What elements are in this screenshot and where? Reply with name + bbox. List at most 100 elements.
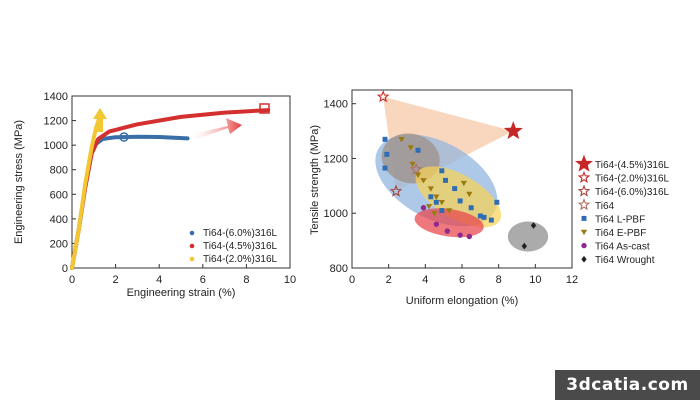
star-marker (577, 184, 591, 197)
triangle-marker (460, 180, 467, 187)
diamond-marker (521, 242, 528, 250)
y-tick-label: 800 (330, 263, 348, 275)
square-marker (477, 213, 483, 219)
square-marker (382, 136, 388, 142)
x-tick-label: 10 (284, 274, 296, 286)
x-tick-label: 2 (113, 274, 119, 286)
region-shape (507, 221, 549, 252)
triangle-marker (414, 172, 422, 179)
legend-label: Ti64-(2.0%)316L (595, 174, 670, 185)
legend-marker (189, 243, 195, 249)
square-marker (488, 217, 494, 223)
watermark-logo: 3dcatia.com (555, 370, 700, 400)
red-arrow-icon (192, 118, 242, 140)
legend-label: Ti64-(4.5%)316L (595, 160, 670, 171)
y-tick-label: 200 (50, 238, 68, 250)
square-marker (452, 186, 458, 192)
legend-label: Ti64 L-PBF (595, 214, 645, 225)
left-y-axis-label: Engineering stress (MPa) (13, 120, 25, 244)
series-lines (70, 108, 271, 270)
triangle-marker (398, 137, 405, 143)
triangle-marker (431, 210, 438, 217)
x-tick-label: 6 (200, 274, 206, 286)
y-tick-label: 1200 (44, 116, 68, 128)
circle-marker (420, 205, 427, 211)
triangle-marker (466, 191, 473, 198)
star-marker (577, 198, 591, 211)
region-shape (414, 208, 484, 238)
decorative-arrows (93, 103, 270, 142)
square-marker (468, 205, 474, 211)
x-tick-label: 4 (422, 274, 428, 286)
triangle-marker (409, 161, 416, 168)
legend-label: Ti64-(2.0%)316L (203, 254, 278, 265)
star-marker (409, 162, 423, 175)
triangle-marker (433, 194, 440, 200)
square-marker (481, 214, 487, 220)
x-axis-ticks: 0 2 4 6 8 10 (69, 264, 296, 286)
circle-marker (433, 221, 440, 227)
circle-marker (466, 233, 473, 240)
x-tick-label: 6 (459, 274, 465, 286)
triangle-marker (425, 204, 433, 210)
square-marker (439, 168, 445, 174)
square-marker (457, 198, 463, 204)
y-tick-label: 400 (50, 214, 68, 226)
square-marker (443, 177, 448, 183)
triangle-marker (580, 229, 588, 236)
x-tick-label: 10 (529, 274, 541, 286)
triangle-marker (446, 208, 453, 214)
legend-label: Ti64-(6.0%)316L (595, 187, 670, 198)
x-axis-ticks: 0 2 4 6 8 10 12 (349, 264, 578, 286)
shaded-regions (375, 96, 549, 252)
square-marker-icon (259, 103, 270, 114)
y-tick-label: 600 (50, 189, 68, 201)
x-tick-label: 4 (156, 274, 162, 286)
legend-label: Ti64 Wrought (595, 255, 655, 266)
x-tick-label: 0 (349, 274, 355, 286)
triangle-marker (427, 186, 434, 192)
star-marker (376, 90, 390, 103)
legend-label: Ti64-(6.0%)316L (203, 228, 278, 239)
square-marker (384, 151, 390, 157)
star-marker (577, 170, 591, 184)
square-marker (439, 208, 445, 213)
right-y-axis-label: Tensile strength (MPa) (309, 125, 321, 235)
legend-label: Ti64 As-cast (595, 242, 650, 253)
strength-elongation-chart: 800 1000 1200 1400 0 2 4 6 8 10 12 Uniform elonga… (309, 89, 670, 307)
circle-marker (581, 242, 587, 249)
circle-marker (444, 228, 451, 234)
square-marker (494, 199, 500, 205)
x-tick-label: 12 (566, 274, 578, 286)
star-marker (503, 121, 523, 140)
triangle-marker (407, 145, 414, 151)
stress-strain-chart: 0 200 400 600 800 1000 1200 1400 0 2 4 6 8 10 Engine… (13, 91, 296, 299)
square-marker (428, 194, 434, 200)
x-tick-label: 2 (386, 274, 392, 286)
circle-marker-icon (119, 132, 129, 142)
plot-frame (71, 95, 291, 269)
y-tick-label: 1400 (324, 99, 348, 111)
y-tick-label: 1400 (44, 91, 68, 103)
y-axis-ticks: 0 200 400 600 800 1000 1200 1400 (44, 91, 76, 275)
x-tick-label: 8 (243, 274, 249, 286)
square-marker (382, 165, 388, 171)
legend-label: Ti64 E-PBF (595, 228, 646, 239)
legend-label: Ti64-(4.5%)316L (203, 241, 278, 252)
legend-marker (189, 256, 195, 262)
legend-marker (189, 230, 195, 236)
region-shape (415, 166, 502, 228)
square-marker (433, 199, 439, 205)
left-x-axis-label: Engineering strain (%) (127, 287, 236, 299)
diamond-marker (581, 255, 587, 263)
series-line (70, 113, 103, 270)
y-tick-label: 1200 (324, 153, 348, 165)
yellow-up-arrow-icon (93, 108, 107, 132)
y-tick-label: 1000 (324, 208, 348, 220)
star-marker (389, 184, 403, 197)
right-x-axis-label: Uniform elongation (%) (406, 295, 519, 307)
y-tick-label: 1000 (44, 140, 68, 152)
y-axis-ticks: 800 1000 1200 1400 (324, 99, 356, 275)
left-legend: Ti64-(6.0%)316L Ti64-(4.5%)316L Ti64-(2.… (189, 228, 278, 265)
